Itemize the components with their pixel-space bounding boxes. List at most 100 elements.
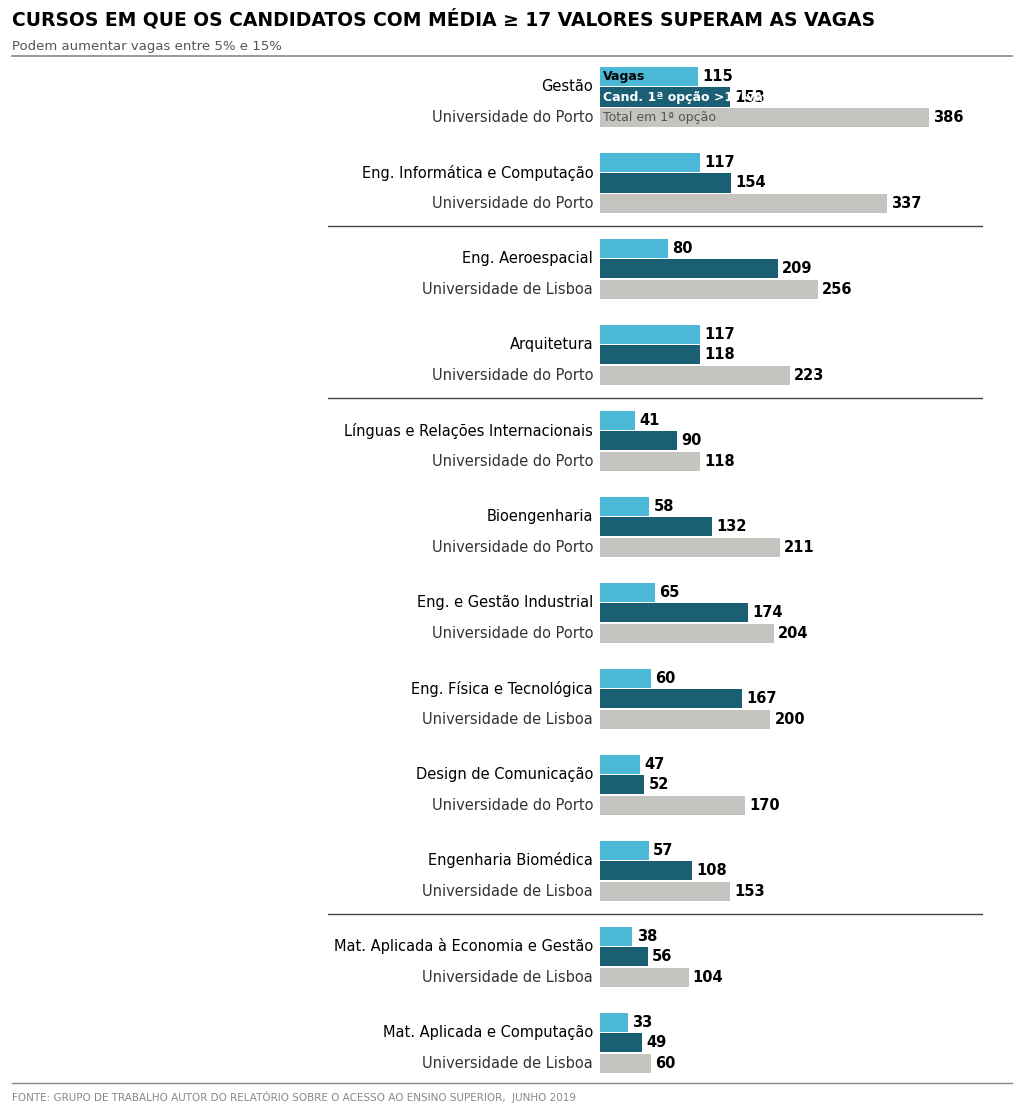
Bar	[600, 538, 779, 557]
Text: 115: 115	[702, 69, 733, 84]
Text: 118: 118	[705, 348, 735, 362]
Text: 58: 58	[653, 499, 674, 514]
Text: Eng. Informática e Computação: Eng. Informática e Computação	[361, 165, 593, 180]
Text: Design de Comunicação: Design de Comunicação	[416, 766, 593, 782]
Bar	[600, 583, 655, 602]
Text: 41: 41	[639, 413, 659, 428]
Text: 60: 60	[655, 1056, 676, 1071]
Text: 52: 52	[648, 778, 669, 792]
Text: FONTE: GRUPO DE TRABALHO AUTOR DO RELATÓRIO SOBRE O ACESSO AO ENSINO SUPERIOR,  : FONTE: GRUPO DE TRABALHO AUTOR DO RELATÓ…	[12, 1091, 577, 1103]
Text: 153: 153	[734, 883, 765, 899]
Text: Bioengenharia: Bioengenharia	[486, 509, 593, 524]
Text: 57: 57	[653, 842, 673, 858]
Text: 90: 90	[681, 433, 701, 448]
Text: 132: 132	[717, 519, 748, 535]
Text: 209: 209	[782, 262, 813, 276]
Bar	[600, 668, 651, 687]
Text: Línguas e Relações Internacionais: Línguas e Relações Internacionais	[344, 422, 593, 439]
Text: Total em 1ª opção: Total em 1ª opção	[602, 111, 716, 124]
Bar	[600, 411, 635, 430]
Text: Engenharia Biomédica: Engenharia Biomédica	[428, 852, 593, 869]
Text: 38: 38	[637, 929, 657, 944]
Text: Eng. e Gestão Industrial: Eng. e Gestão Industrial	[417, 595, 593, 610]
Text: 65: 65	[659, 585, 680, 599]
Bar	[600, 497, 649, 516]
Text: Universidade de Lisboa: Universidade de Lisboa	[423, 712, 593, 726]
Bar	[600, 153, 699, 172]
Bar	[600, 431, 677, 450]
Text: 56: 56	[652, 949, 673, 964]
Text: 153: 153	[734, 89, 765, 105]
Text: Universidade do Porto: Universidade do Porto	[432, 540, 593, 555]
Text: Universidade do Porto: Universidade do Porto	[432, 368, 593, 383]
Bar	[600, 881, 730, 901]
Text: Universidade de Lisboa: Universidade de Lisboa	[423, 969, 593, 985]
Text: 108: 108	[696, 863, 727, 878]
Text: Universidade do Porto: Universidade do Porto	[432, 110, 593, 125]
Bar	[600, 280, 818, 299]
Text: 223: 223	[794, 368, 824, 383]
Text: CURSOS EM QUE OS CANDIDATOS COM MÉDIA ≥ 17 VALORES SUPERAM AS VAGAS: CURSOS EM QUE OS CANDIDATOS COM MÉDIA ≥ …	[12, 9, 876, 29]
Bar	[600, 517, 713, 536]
Bar	[600, 88, 730, 107]
Text: 154: 154	[735, 176, 766, 190]
Text: 104: 104	[693, 969, 723, 985]
Bar	[600, 174, 731, 193]
Bar	[600, 194, 887, 213]
Text: Gestão: Gestão	[542, 79, 593, 95]
Text: 117: 117	[703, 155, 734, 170]
Bar	[600, 690, 742, 709]
Bar	[600, 624, 774, 643]
Text: 337: 337	[891, 196, 922, 211]
Text: 118: 118	[705, 453, 735, 469]
Text: Podem aumentar vagas entre 5% e 15%: Podem aumentar vagas entre 5% e 15%	[12, 40, 283, 53]
Bar	[600, 365, 790, 385]
Text: 256: 256	[822, 282, 853, 297]
Bar	[600, 1054, 651, 1073]
Text: 174: 174	[753, 605, 783, 620]
Text: 170: 170	[749, 798, 779, 813]
Bar	[600, 67, 698, 86]
Text: 60: 60	[655, 671, 676, 686]
Bar	[600, 1033, 642, 1052]
Bar	[600, 775, 644, 794]
Text: 200: 200	[774, 712, 805, 726]
Text: 386: 386	[933, 110, 964, 125]
Text: 167: 167	[746, 692, 777, 706]
Text: 80: 80	[673, 241, 693, 256]
Bar	[600, 1013, 628, 1032]
Text: 47: 47	[644, 756, 665, 772]
Bar	[600, 604, 749, 623]
Text: Cand. 1ª opção >17 val.: Cand. 1ª opção >17 val.	[602, 90, 771, 104]
Bar	[600, 325, 699, 344]
Text: Universidade de Lisboa: Universidade de Lisboa	[423, 883, 593, 899]
Bar	[600, 947, 648, 966]
Text: Universidade do Porto: Universidade do Porto	[432, 626, 593, 641]
Text: Mat. Aplicada à Economia e Gestão: Mat. Aplicada à Economia e Gestão	[334, 938, 593, 955]
Text: Arquitetura: Arquitetura	[510, 338, 593, 352]
Text: Vagas: Vagas	[602, 70, 645, 84]
Bar	[600, 861, 692, 880]
Bar	[600, 260, 778, 278]
Text: 49: 49	[646, 1035, 667, 1051]
Text: Mat. Aplicada e Computação: Mat. Aplicada e Computação	[383, 1025, 593, 1039]
Text: Universidade de Lisboa: Universidade de Lisboa	[423, 282, 593, 297]
Text: Universidade do Porto: Universidade do Porto	[432, 196, 593, 211]
Text: 204: 204	[778, 626, 808, 641]
Bar	[600, 968, 688, 987]
Bar	[600, 108, 929, 127]
Bar	[600, 754, 640, 774]
Bar	[600, 345, 700, 364]
Text: Eng. Aeroespacial: Eng. Aeroespacial	[463, 252, 593, 266]
Text: Universidade de Lisboa: Universidade de Lisboa	[423, 1056, 593, 1071]
Text: Eng. Física e Tecnológica: Eng. Física e Tecnológica	[412, 681, 593, 696]
Bar	[600, 710, 770, 729]
Text: 211: 211	[784, 540, 814, 555]
Bar	[600, 927, 633, 946]
Text: 117: 117	[703, 326, 734, 342]
Text: Universidade do Porto: Universidade do Porto	[432, 798, 593, 813]
Bar	[600, 452, 700, 471]
Bar	[600, 238, 668, 258]
Text: Universidade do Porto: Universidade do Porto	[432, 453, 593, 469]
Bar	[600, 795, 744, 814]
